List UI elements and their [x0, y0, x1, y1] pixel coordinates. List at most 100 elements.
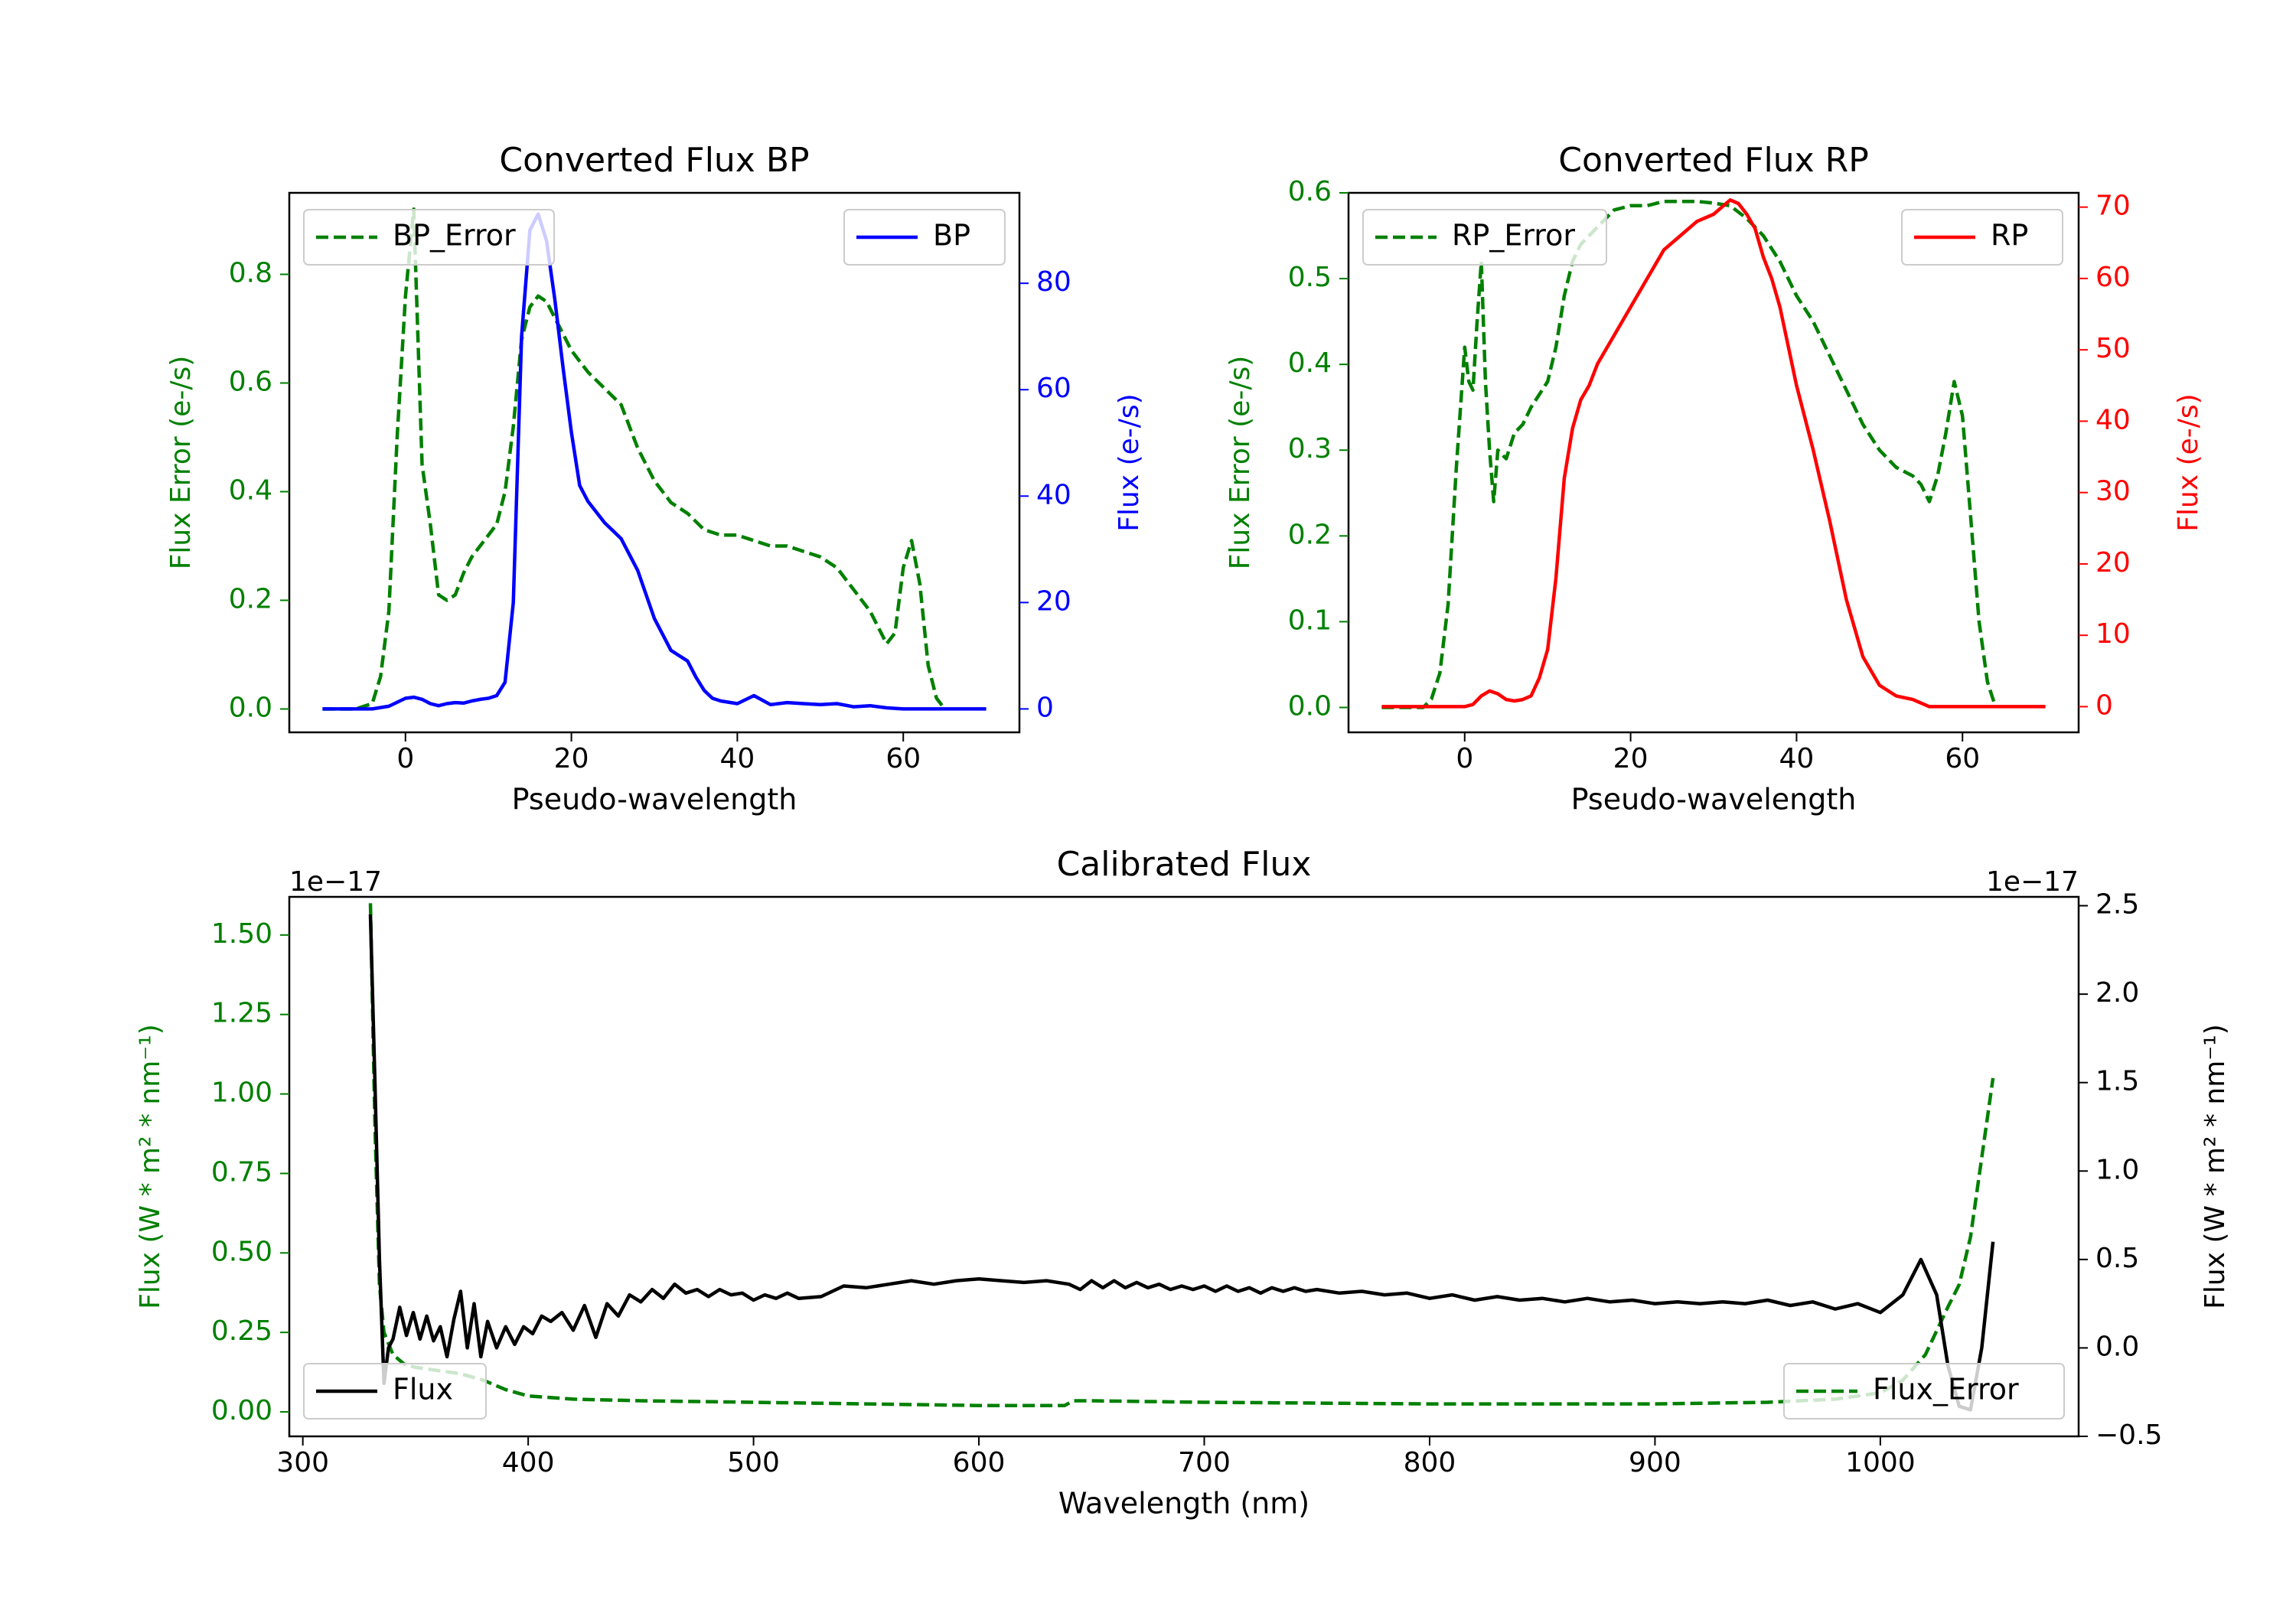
y-right-tick-label: 0.5	[2095, 1243, 2139, 1274]
x-tick-label: 0	[396, 743, 414, 774]
y-left-tick-label: 1.00	[211, 1077, 272, 1109]
y-right-tick-label: 60	[2095, 262, 2131, 293]
y-right-tick-label: 0.0	[2095, 1331, 2139, 1362]
legend-box	[303, 209, 555, 266]
plot-frame	[288, 895, 2080, 1438]
y-left-axis-label: Flux Error (e-/s)	[1225, 356, 1256, 570]
legend-box	[843, 209, 1006, 266]
y-right-tick-label: 2.0	[2095, 977, 2139, 1009]
y-left-tick-label: 0.2	[1288, 519, 1332, 550]
x-tick-label: 900	[1629, 1447, 1681, 1478]
y-left-tick-label: 0.00	[211, 1395, 272, 1426]
x-tick-label: 300	[276, 1447, 329, 1478]
x-axis-label: Wavelength (nm)	[1058, 1487, 1309, 1521]
legend-flux-error: Flux_Error	[1783, 1363, 2065, 1420]
chart-panel-1: 0 20 40 60 0.0 0.2 0.4 0.6 0.8 0 20 40 60 80 Converted…	[165, 141, 1145, 817]
legend-box	[1783, 1363, 2065, 1420]
x-tick-label: 1000	[1845, 1447, 1916, 1478]
y-right-offset-label: 1e−17	[1986, 866, 2079, 898]
y-left-tick-label: 0.2	[229, 583, 272, 614]
y-right-tick-label: 60	[1036, 373, 1071, 404]
legend-box	[303, 1363, 487, 1420]
x-tick-label: 40	[720, 743, 755, 774]
series-line-rp	[1381, 198, 2046, 709]
y-left-tick-label: 0.25	[211, 1315, 272, 1347]
y-right-tick-label: 20	[2095, 547, 2131, 579]
y-left-tick-label: 0.0	[1288, 690, 1332, 722]
y-left-tick-label: 0.6	[1288, 176, 1332, 207]
legend-box	[1362, 209, 1607, 266]
y-left-tick-label: 0.3	[1288, 433, 1332, 464]
legend-rp-error: RP_Error	[1362, 209, 1607, 266]
series-group	[322, 207, 987, 711]
x-tick-label: 20	[554, 743, 589, 774]
y-right-axis-label: Flux (e-/s)	[1114, 393, 1145, 531]
y-right-tick-label: 0	[1036, 692, 1054, 723]
y-right-axis-label: Flux (e-/s)	[2173, 393, 2204, 531]
y-left-axis-label: Flux (W * m² * nm⁻¹)	[135, 1024, 166, 1309]
y-left-tick-label: 0.50	[211, 1236, 272, 1267]
y-left-tick-label: 0.5	[1288, 262, 1332, 293]
legend-bp-error: BP_Error	[303, 209, 555, 266]
series-line-flux-error	[368, 903, 1995, 1407]
y-left-tick-label: 0.8	[229, 257, 272, 288]
x-tick-label: 500	[727, 1447, 780, 1478]
legend-label: Flux_Error	[1873, 1373, 2019, 1407]
y-left-tick-label: 0.1	[1288, 605, 1332, 636]
y-right-tick-label: 40	[2095, 404, 2131, 435]
legend-box	[1901, 209, 2063, 266]
y-left-tick-label: 1.50	[211, 918, 272, 950]
y-right-tick-label: −0.5	[2095, 1420, 2162, 1451]
x-tick-label: 40	[1779, 743, 1815, 774]
y-right-tick-label: 1.0	[2095, 1154, 2139, 1185]
x-tick-label: 60	[1945, 743, 1980, 774]
y-right-tick-label: 40	[1036, 479, 1071, 510]
legend-bp: BP	[843, 209, 1006, 266]
plot-frame	[288, 191, 1021, 734]
chart-panel-2: 0 20 40 60 0.0 0.1 0.2 0.3 0.4 0.5 0.6 0 10 20 30 40 50 6…	[1225, 141, 2204, 817]
x-tick-label: 700	[1178, 1447, 1231, 1478]
legend-label: RP_Error	[1452, 219, 1575, 253]
y-left-tick-label: 0.4	[229, 474, 272, 506]
legend-rp: RP	[1901, 209, 2063, 266]
x-tick-label: 0	[1456, 743, 1473, 774]
y-left-axis-label: Flux Error (e-/s)	[165, 356, 197, 570]
y-right-tick-label: 50	[2095, 333, 2131, 364]
y-right-tick-label: 1.5	[2095, 1066, 2139, 1097]
y-right-tick-label: 10	[2095, 618, 2131, 650]
x-tick-label: 800	[1404, 1447, 1456, 1478]
legend-label: RP	[1991, 219, 2028, 253]
y-left-offset-label: 1e−17	[289, 866, 382, 898]
legend-flux: Flux	[303, 1363, 487, 1420]
chart-title: Converted Flux RP	[1558, 141, 1869, 180]
x-tick-label: 20	[1613, 743, 1649, 774]
y-right-tick-label: 80	[1036, 266, 1071, 298]
x-axis-label: Pseudo-wavelength	[512, 783, 797, 817]
y-right-tick-label: 70	[2095, 191, 2131, 222]
legend-label: Flux	[393, 1373, 453, 1407]
legend-label: BP	[933, 219, 970, 253]
chart-title: Calibrated Flux	[1057, 845, 1312, 884]
x-tick-label: 600	[953, 1447, 1006, 1478]
y-left-tick-label: 0.75	[211, 1156, 272, 1188]
y-right-tick-label: 20	[1036, 585, 1071, 617]
y-left-tick-label: 0.4	[1288, 347, 1332, 379]
series-line-bp-error	[322, 207, 947, 711]
y-right-tick-label: 2.5	[2095, 889, 2139, 921]
series-line-bp	[322, 212, 987, 711]
x-axis-label: Pseudo-wavelength	[1571, 783, 1857, 817]
x-tick-label: 60	[885, 743, 921, 774]
chart-panel-3: 300 400 500 600 700 800 900 1000 0.00 0.25 0.50 0.7…	[135, 845, 2231, 1521]
series-line-flux	[368, 914, 1995, 1412]
series-group	[1381, 198, 2046, 709]
y-right-tick-label: 30	[2095, 476, 2131, 507]
series-group	[368, 903, 1995, 1412]
y-left-tick-label: 1.25	[211, 998, 272, 1029]
y-right-axis-label: Flux (W * m² * nm⁻¹)	[2200, 1024, 2231, 1309]
x-tick-label: 400	[502, 1447, 555, 1478]
plot-frame	[1347, 191, 2080, 734]
y-right-tick-label: 0	[2095, 689, 2113, 721]
y-left-tick-label: 0.6	[229, 366, 272, 397]
series-line-rp-error	[1381, 199, 1998, 709]
